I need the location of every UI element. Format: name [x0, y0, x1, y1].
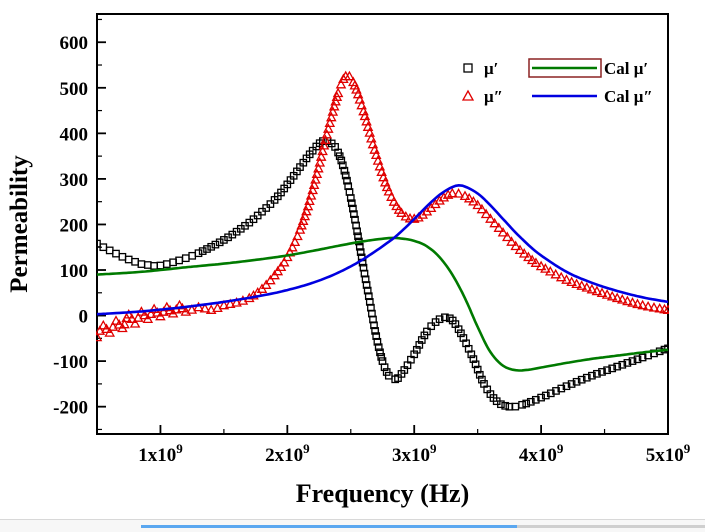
legend-label-mu-prime-measured: μ′: [484, 59, 498, 78]
legend-label-mu-doubleprime-measured: μ″: [484, 87, 503, 106]
y-tick-label: 500: [60, 79, 89, 100]
y-tick-label: 300: [60, 170, 89, 191]
x-axis-title: Frequency (Hz): [296, 479, 470, 508]
axis-ticks: [96, 18, 669, 434]
x-tick-label: 3x109: [392, 441, 437, 466]
y-tick-label: 600: [60, 33, 89, 54]
series-mu-prime-measured: [96, 137, 669, 411]
series-layer: [96, 70, 669, 411]
series-cal-mu-doubleprime: [96, 183, 669, 316]
x-tick-labels: 1x109 2x109 3x109 4x109 5x109: [138, 441, 691, 466]
permeability-chart: 1x109 2x109 3x109 4x109 5x109 -200 -100 0 100 200…: [6, 13, 691, 508]
window-edge-artifact: [0, 519, 705, 532]
x-tick-label: 4x109: [519, 441, 564, 466]
x-tick-label: 1x109: [138, 441, 183, 466]
chart-svg: 1x109 2x109 3x109 4x109 5x109 -200 -100 0 100 200…: [6, 13, 691, 508]
x-tick-label: 5x109: [646, 441, 691, 466]
legend-box-cal-mu-prime: [528, 58, 602, 78]
window-edge-gray-line: [517, 525, 705, 528]
y-tick-label: 0: [79, 307, 89, 328]
y-axis-title: Permeability: [6, 155, 33, 293]
y-tick-label: -200: [53, 398, 88, 419]
y-tick-labels: -200 -100 0 100 200 300 400 500 600: [53, 33, 88, 418]
legend-label-cal-mu-doubleprime: Cal μ″: [604, 87, 653, 106]
legend-marker-mu-doubleprime-measured: [461, 89, 475, 101]
legend-label-cal-mu-prime: Cal μ′: [604, 59, 648, 78]
y-tick-label: 400: [60, 124, 89, 145]
y-tick-label: 100: [60, 261, 89, 282]
y-tick-label: -100: [53, 352, 88, 373]
y-tick-label: 200: [60, 215, 89, 236]
series-mu-doubleprime-measured: [96, 70, 669, 342]
series-cal-mu-prime: [96, 236, 669, 372]
legend: μ′ μ″ Cal μ′ Cal μ″: [461, 58, 653, 106]
legend-marker-mu-prime-measured: [463, 63, 473, 73]
window-edge-blue-line: [141, 525, 517, 528]
x-tick-label: 2x109: [265, 441, 310, 466]
